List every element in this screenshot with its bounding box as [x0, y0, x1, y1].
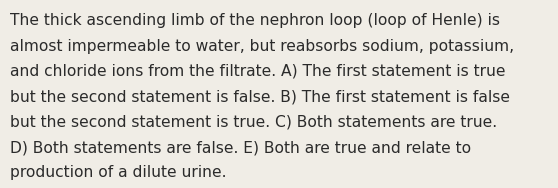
Text: but the second statement is true. C) Both statements are true.: but the second statement is true. C) Bot… — [10, 115, 497, 130]
Text: almost impermeable to water, but reabsorbs sodium, potassium,: almost impermeable to water, but reabsor… — [10, 39, 514, 54]
Text: but the second statement is false. B) The first statement is false: but the second statement is false. B) Th… — [10, 89, 510, 104]
Text: D) Both statements are false. E) Both are true and relate to: D) Both statements are false. E) Both ar… — [10, 140, 471, 155]
Text: production of a dilute urine.: production of a dilute urine. — [10, 165, 227, 180]
Text: The thick ascending limb of the nephron loop (loop of Henle) is: The thick ascending limb of the nephron … — [10, 13, 500, 28]
Text: and chloride ions from the filtrate. A) The first statement is true: and chloride ions from the filtrate. A) … — [10, 64, 506, 79]
